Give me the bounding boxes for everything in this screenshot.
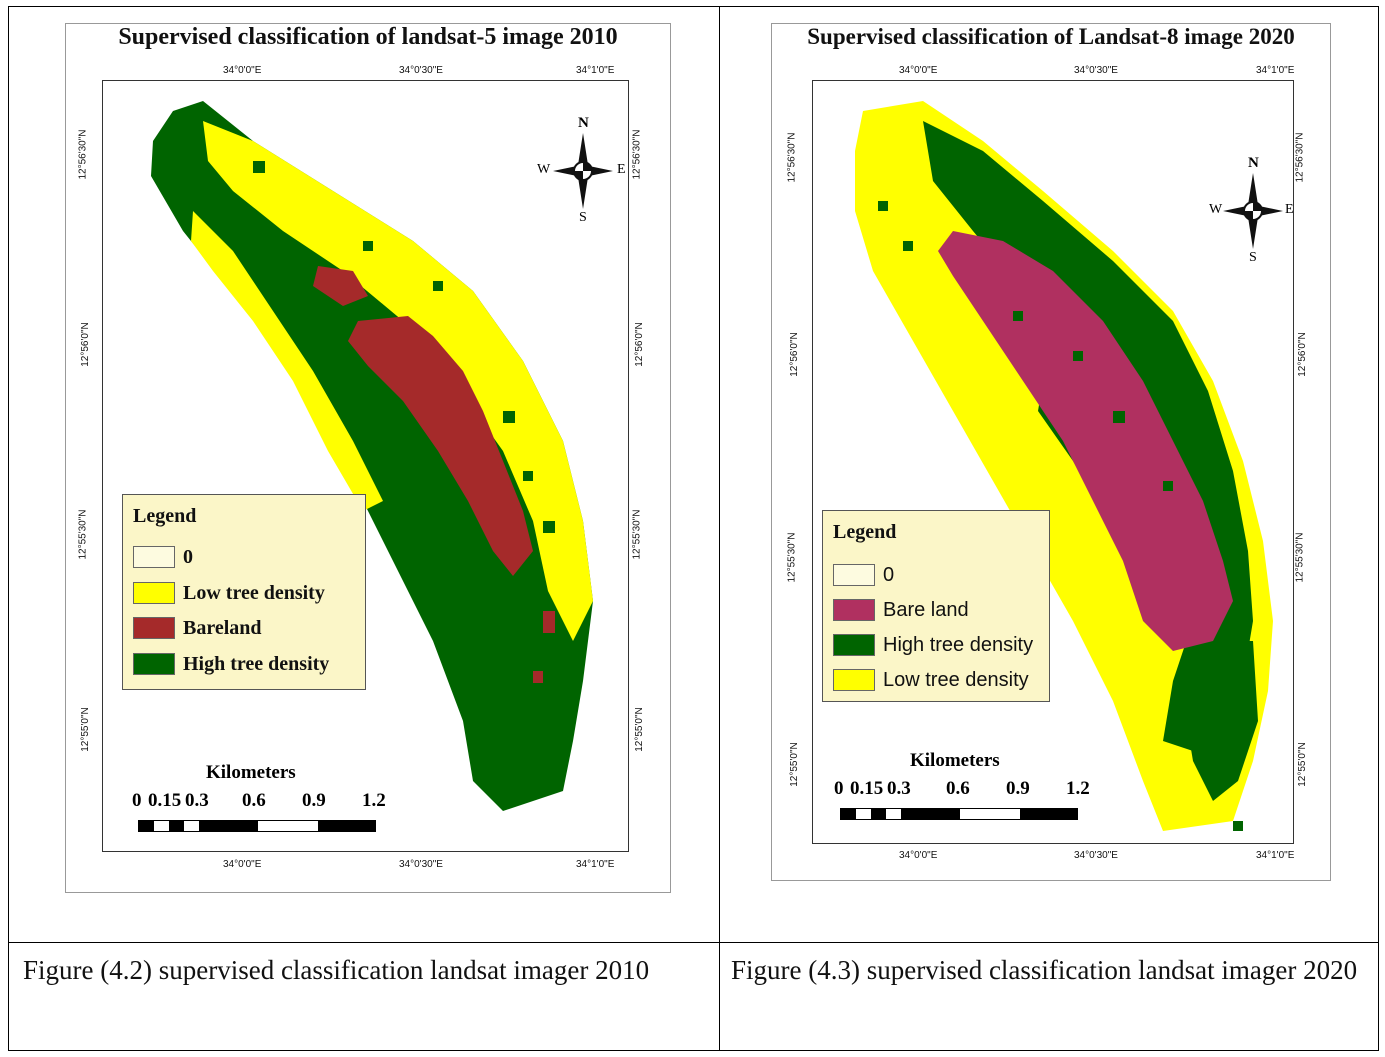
north-arrow-icon	[553, 133, 613, 209]
scale-label-06: 0.6	[946, 778, 970, 799]
legend-label: High tree density	[883, 633, 1034, 656]
left-tick-lat-1: 12°56'30"N	[786, 132, 798, 183]
scale-bar-2010	[138, 820, 376, 832]
top-tick-lon-1: 34°0'0"E	[223, 65, 262, 76]
legend-title: Legend	[833, 521, 897, 543]
left-tick-lat-2: 12°56'0"N	[79, 322, 91, 367]
legend-label: 0	[883, 563, 895, 586]
column-divider	[719, 7, 720, 1050]
compass-rose-2010: N S W E	[537, 115, 626, 225]
bottom-tick-lon-1: 34°0'0"E	[899, 850, 938, 861]
legend-item-low-tree: Low tree density	[833, 668, 1029, 692]
legend-label: Low tree density	[883, 668, 1029, 691]
row-divider	[9, 942, 1378, 943]
scale-title: Kilometers	[910, 750, 1000, 771]
legend-item-bare-land: Bare land	[833, 598, 969, 622]
top-tick-lon-1: 34°0'0"E	[899, 65, 938, 76]
right-tick-lat-1: 12°56'30"N	[631, 129, 643, 180]
compass-n: N	[578, 115, 589, 131]
compass-rose-2020: N S W E	[1209, 155, 1294, 265]
scale-label-015: 0.15	[148, 790, 182, 811]
left-tick-lat-1: 12°56'30"N	[77, 129, 89, 180]
compass-w: W	[1209, 202, 1223, 217]
legend-swatch	[133, 582, 175, 604]
bottom-tick-lon-3: 34°1'0"E	[1256, 850, 1295, 861]
legend-swatch	[133, 617, 175, 639]
right-tick-lat-2: 12°56'0"N	[633, 322, 645, 367]
land-classification-map-2020	[855, 101, 1273, 831]
top-tick-lon-2: 34°0'30"E	[1074, 65, 1118, 76]
map-area-2020: N S W E	[812, 80, 1294, 844]
legend-label: Bare land	[883, 598, 969, 621]
scale-bar-2020	[840, 808, 1078, 820]
scale-label-09: 0.9	[1006, 778, 1030, 799]
legend-item-high-tree: High tree density	[833, 633, 1033, 657]
scale-label-03: 0.3	[887, 778, 911, 799]
compass-n: N	[1248, 155, 1259, 171]
scale-label-0: 0	[132, 790, 142, 811]
legend-item-0: 0	[833, 563, 894, 587]
left-tick-lat-4: 12°55'0"N	[79, 707, 91, 752]
compass-s: S	[1249, 250, 1257, 265]
top-tick-lon-3: 34°1'0"E	[576, 65, 615, 76]
legend-title: Legend	[133, 505, 197, 527]
legend-swatch	[833, 634, 875, 656]
bottom-tick-lon-1: 34°0'0"E	[223, 859, 262, 870]
right-tick-lat-2: 12°56'0"N	[1296, 332, 1308, 377]
scale-label-12: 1.2	[362, 790, 386, 811]
legend-swatch	[133, 546, 175, 568]
land-classification-map-2010	[151, 101, 593, 811]
scale-label-12: 1.2	[1066, 778, 1090, 799]
right-tick-lat-3: 12°55'30"N	[1294, 532, 1306, 583]
map-title-2020: Supervised classification of Landsat-8 i…	[807, 24, 1295, 49]
scale-label-0: 0	[834, 778, 844, 799]
left-tick-lat-2: 12°56'0"N	[788, 332, 800, 377]
bottom-tick-lon-3: 34°1'0"E	[576, 859, 615, 870]
scale-label-015: 0.15	[850, 778, 884, 799]
scale-label-03: 0.3	[185, 790, 209, 811]
right-tick-lat-4: 12°55'0"N	[1296, 742, 1308, 787]
bottom-tick-lon-2: 34°0'30"E	[1074, 850, 1118, 861]
legend-swatch	[833, 669, 875, 691]
legend-label: Bareland	[183, 616, 262, 639]
legend-item-0: 0	[133, 545, 193, 569]
legend-item-low-tree: Low tree density	[133, 581, 325, 605]
legend-swatch	[133, 653, 175, 675]
right-tick-lat-3: 12°55'30"N	[631, 509, 643, 560]
compass-e: E	[617, 162, 626, 177]
compass-s: S	[579, 210, 587, 225]
legend-swatch	[833, 599, 875, 621]
top-tick-lon-2: 34°0'30"E	[399, 65, 443, 76]
legend-2020: Legend 0 Bare land High tree density Low…	[822, 510, 1050, 702]
caption-figure-4-3: Figure (4.3) supervised classification l…	[731, 955, 1358, 985]
left-tick-lat-3: 12°55'30"N	[77, 509, 89, 560]
left-tick-lat-4: 12°55'0"N	[788, 742, 800, 787]
scale-label-09: 0.9	[302, 790, 326, 811]
compass-w: W	[537, 162, 551, 177]
legend-item-bareland: Bareland	[133, 616, 262, 640]
map-frame-2010: Supervised classification of landsat-5 i…	[65, 23, 671, 893]
scale-title: Kilometers	[206, 762, 296, 783]
legend-label: High tree density	[183, 652, 330, 675]
legend-label: 0	[183, 545, 193, 568]
figure-table: Supervised classification of landsat-5 i…	[8, 6, 1379, 1051]
caption-figure-4-2: Figure (4.2) supervised classification l…	[23, 955, 650, 985]
legend-swatch	[833, 564, 875, 586]
legend-2010: Legend 0 Low tree density Bareland High …	[122, 494, 366, 690]
left-tick-lat-3: 12°55'30"N	[786, 532, 798, 583]
right-tick-lat-4: 12°55'0"N	[633, 707, 645, 752]
compass-e: E	[1285, 202, 1294, 217]
map-area-2010: N S W E	[102, 80, 629, 852]
bottom-tick-lon-2: 34°0'30"E	[399, 859, 443, 870]
legend-item-high-tree: High tree density	[133, 652, 329, 676]
north-arrow-icon	[1223, 173, 1283, 249]
legend-label: Low tree density	[183, 581, 325, 604]
top-tick-lon-3: 34°1'0"E	[1256, 65, 1295, 76]
right-tick-lat-1: 12°56'30"N	[1294, 132, 1306, 183]
scale-label-06: 0.6	[242, 790, 266, 811]
map-frame-2020: Supervised classification of Landsat-8 i…	[771, 23, 1331, 881]
map-title-2010: Supervised classification of landsat-5 i…	[118, 24, 618, 50]
